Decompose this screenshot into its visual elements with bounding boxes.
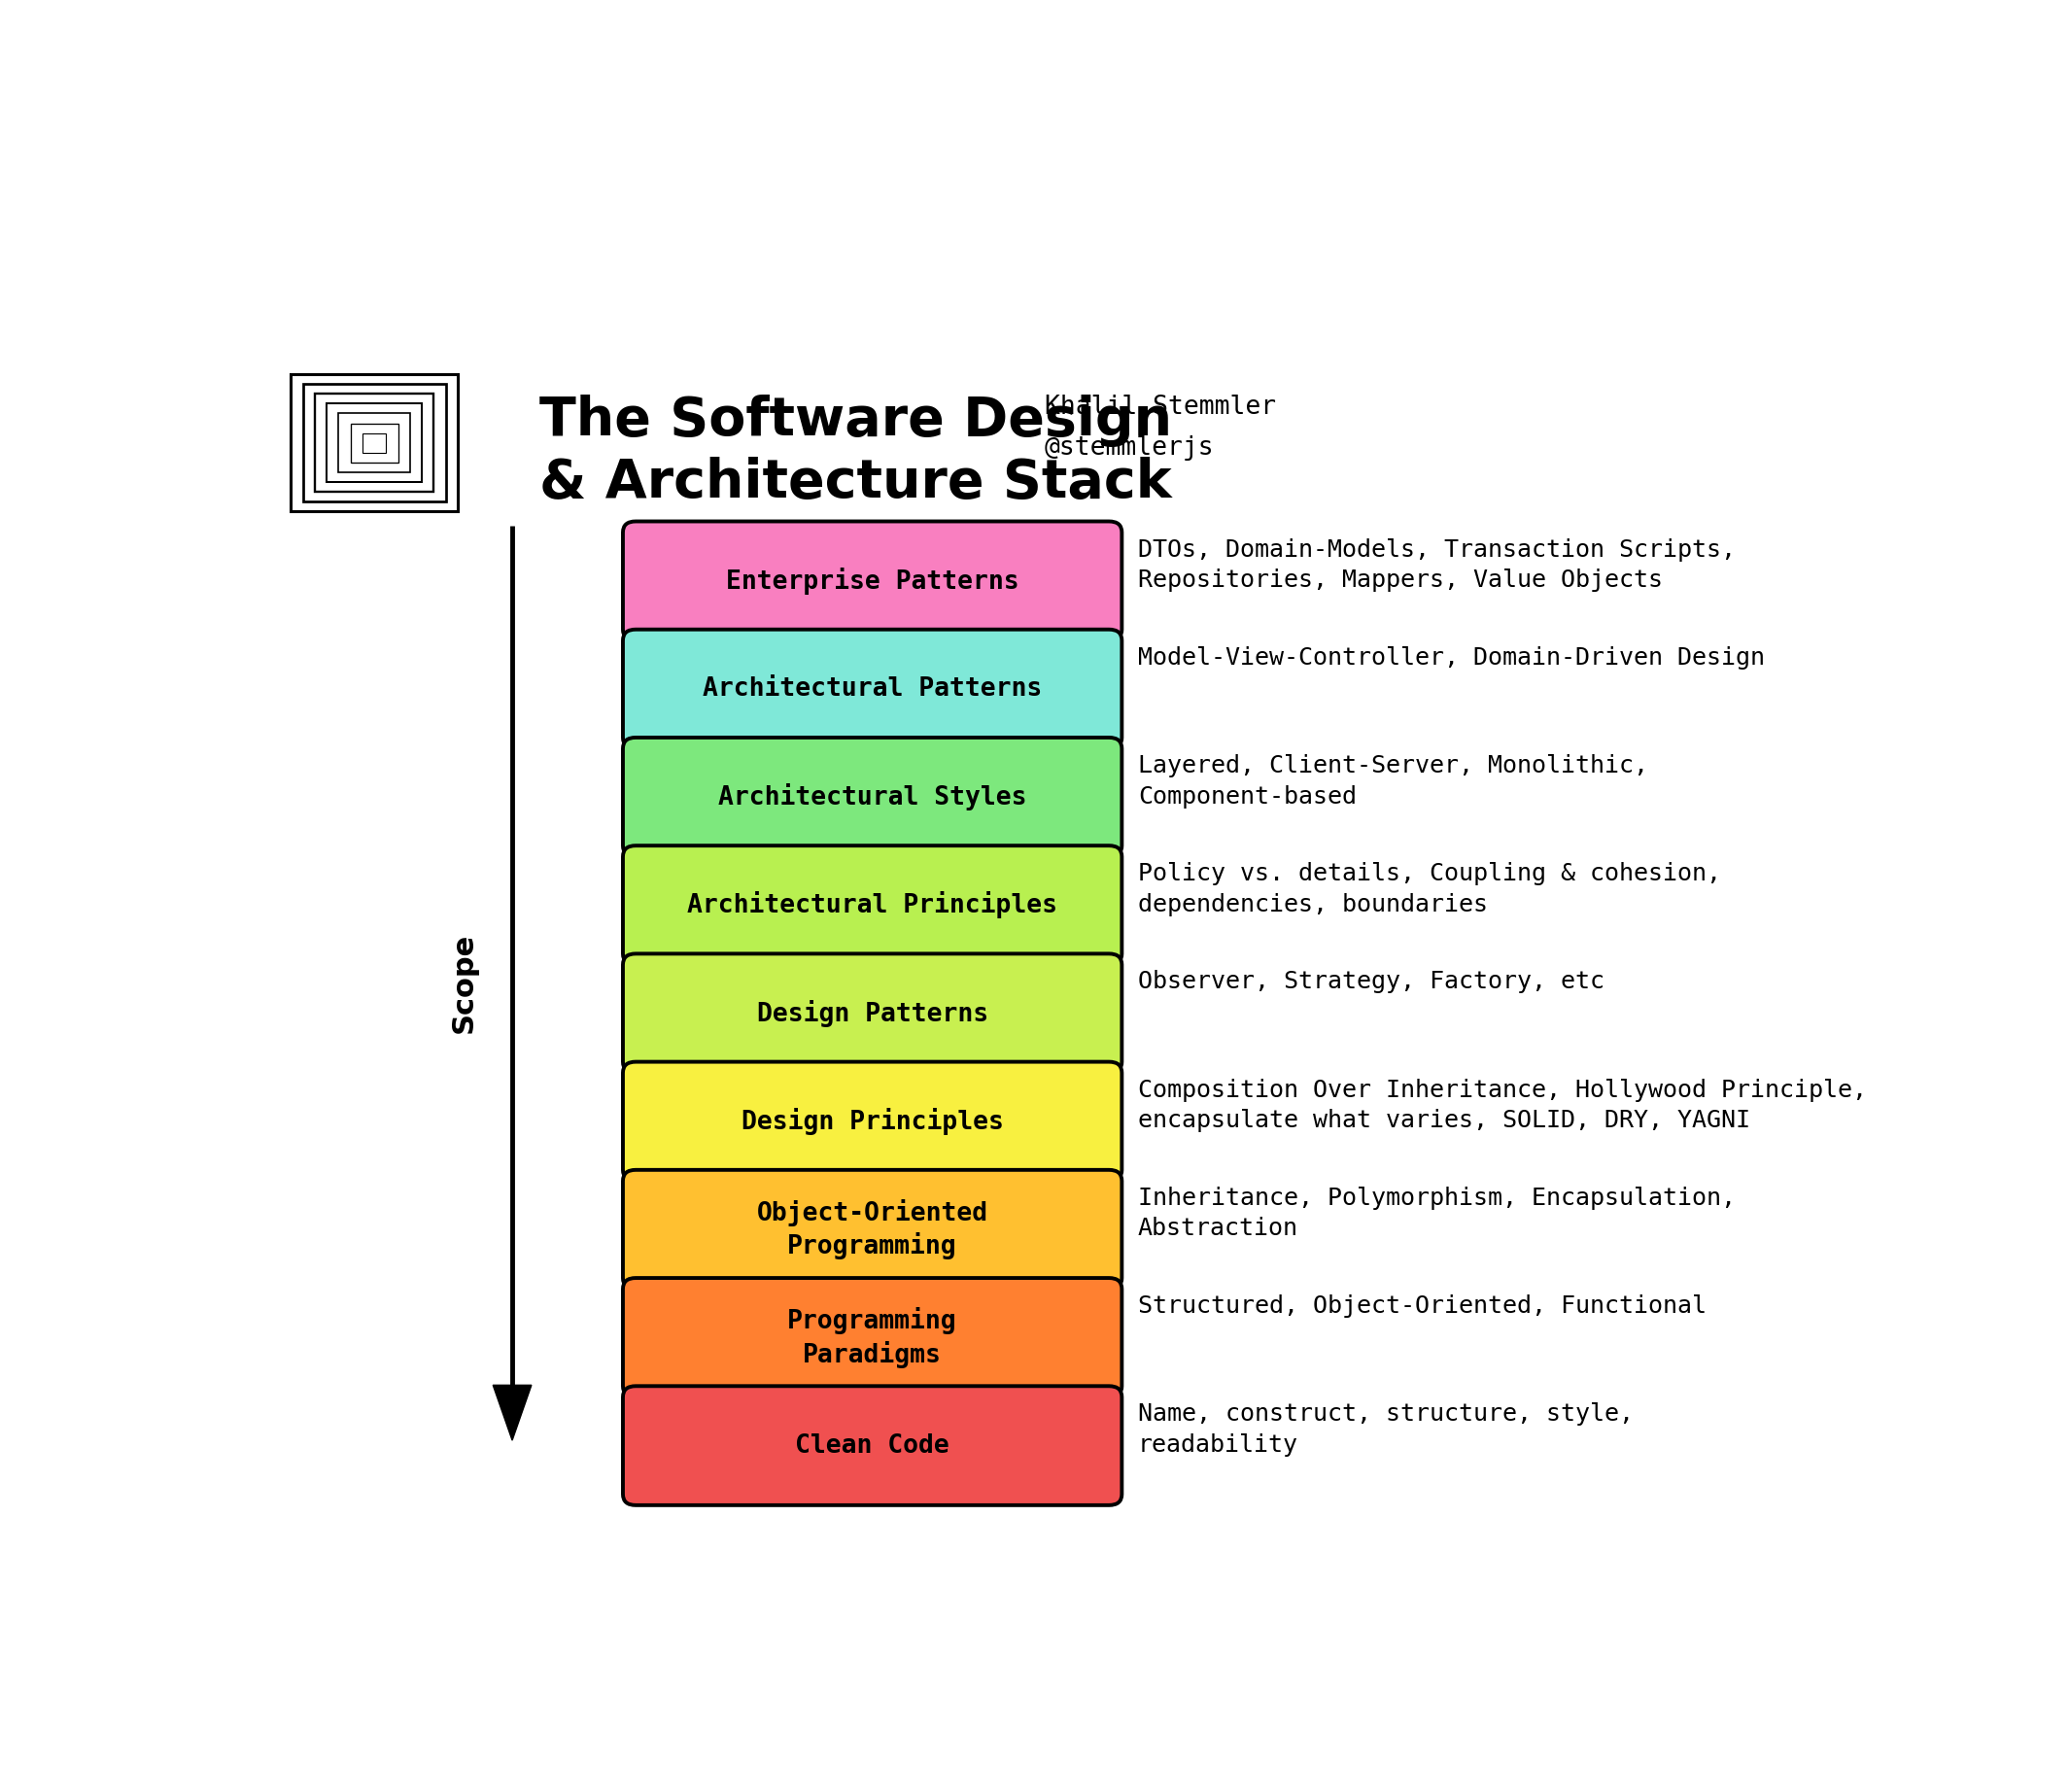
Text: The Software Design: The Software Design bbox=[540, 394, 1172, 446]
Text: Enterprise Patterns: Enterprise Patterns bbox=[727, 568, 1018, 595]
Text: Architectural Styles: Architectural Styles bbox=[718, 783, 1027, 810]
Text: Object-Oriented
Programming: Object-Oriented Programming bbox=[758, 1199, 987, 1260]
Text: Architectural Patterns: Architectural Patterns bbox=[702, 676, 1041, 702]
Text: Policy vs. details, Coupling & cohesion,
dependencies, boundaries: Policy vs. details, Coupling & cohesion,… bbox=[1138, 862, 1720, 916]
FancyBboxPatch shape bbox=[623, 521, 1122, 640]
Text: & Architecture Stack: & Architecture Stack bbox=[540, 457, 1172, 509]
FancyBboxPatch shape bbox=[623, 738, 1122, 857]
Text: Architectural Principles: Architectural Principles bbox=[687, 892, 1058, 919]
Text: Model-View-Controller, Domain-Driven Design: Model-View-Controller, Domain-Driven Des… bbox=[1138, 645, 1766, 670]
Text: Design Principles: Design Principles bbox=[741, 1107, 1004, 1134]
FancyBboxPatch shape bbox=[623, 1385, 1122, 1505]
Text: Khalil Stemmler: Khalil Stemmler bbox=[1045, 394, 1277, 419]
Text: Structured, Object-Oriented, Functional: Structured, Object-Oriented, Functional bbox=[1138, 1294, 1706, 1317]
FancyBboxPatch shape bbox=[623, 1278, 1122, 1398]
Text: Programming
Paradigms: Programming Paradigms bbox=[787, 1306, 956, 1367]
Text: Scope: Scope bbox=[449, 934, 478, 1034]
Text: @stemmlerjs: @stemmlerjs bbox=[1045, 435, 1215, 461]
Text: Composition Over Inheritance, Hollywood Principle,
encapsulate what varies, SOLI: Composition Over Inheritance, Hollywood … bbox=[1138, 1079, 1867, 1133]
Text: Name, construct, structure, style,
readability: Name, construct, structure, style, reada… bbox=[1138, 1403, 1633, 1457]
FancyBboxPatch shape bbox=[623, 1170, 1122, 1288]
Text: Clean Code: Clean Code bbox=[795, 1434, 950, 1459]
Polygon shape bbox=[493, 1385, 532, 1441]
Text: Inheritance, Polymorphism, Encapsulation,
Abstraction: Inheritance, Polymorphism, Encapsulation… bbox=[1138, 1186, 1735, 1240]
Text: Layered, Client-Server, Monolithic,
Component-based: Layered, Client-Server, Monolithic, Comp… bbox=[1138, 754, 1648, 808]
Text: DTOs, Domain-Models, Transaction Scripts,
Repositories, Mappers, Value Objects: DTOs, Domain-Models, Transaction Scripts… bbox=[1138, 538, 1735, 591]
FancyBboxPatch shape bbox=[623, 846, 1122, 964]
FancyBboxPatch shape bbox=[623, 953, 1122, 1073]
FancyBboxPatch shape bbox=[623, 629, 1122, 749]
Text: Observer, Strategy, Factory, etc: Observer, Strategy, Factory, etc bbox=[1138, 969, 1604, 993]
FancyBboxPatch shape bbox=[623, 1063, 1122, 1181]
Text: Design Patterns: Design Patterns bbox=[758, 1000, 987, 1027]
